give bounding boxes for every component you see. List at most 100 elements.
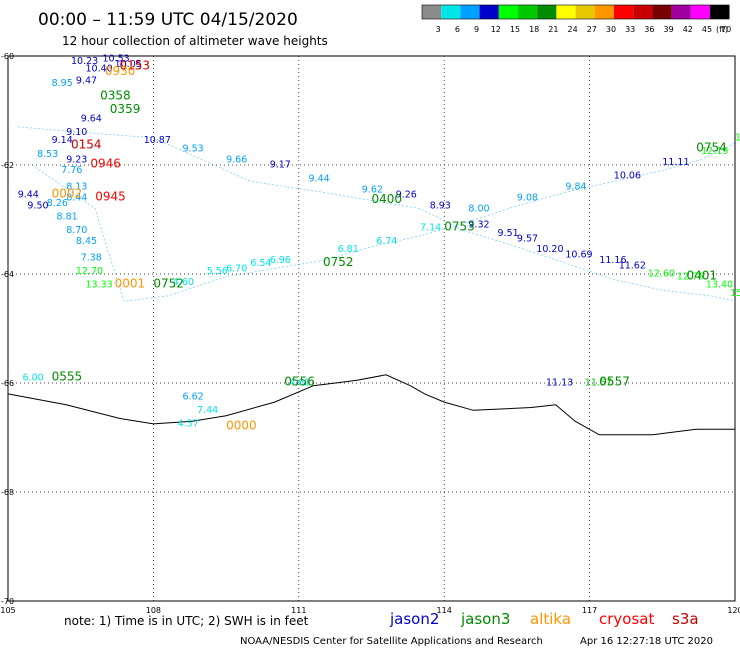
wave-height-value: 8.93 [430,201,451,212]
satellite-legend: jason2 jason3 altika cryosat s3a [389,610,699,628]
color-swatch [422,5,442,19]
wave-height-value: 11.62 [619,261,646,272]
longitude-tick-label: 108 [146,606,161,615]
legend-altika: altika [530,610,571,628]
wave-height-value: 6.62 [183,391,204,402]
pass-time-label: 0930 [105,64,136,78]
color-scale-label: 27 [587,25,597,34]
footer-note: note: 1) Time is in UTC; 2) SWH is in fe… [64,614,309,628]
track-far-west-pass: 9.449.50 8.44 [18,190,88,212]
pass-time-label: 0945 [95,189,126,203]
color-scale-unit: (ft) [716,25,728,34]
pass-time-label: 0557 [599,375,630,389]
latitude-tick-label: -62 [1,161,14,170]
longitude-tick-label: 120 [727,606,740,615]
pass-time-label: 0753 [444,219,475,233]
color-swatch [441,5,461,19]
color-swatch [633,5,653,19]
color-swatch [671,5,691,19]
wave-height-value: 12.21 [735,133,740,144]
longitude-tick-label: 117 [582,606,597,615]
color-scale: 3 6 9 12 15 18 21 24 27 30 33 36 39 42 45 70 [421,4,731,34]
wave-height-value: 9.26 [396,190,417,201]
footer-credit: NOAA/NESDIS Center for Satellite Applica… [240,636,543,647]
pass-time-label: 0401 [687,268,718,282]
color-swatch [518,5,538,19]
wave-height-value: 9.51 [498,228,519,239]
wave-height-value: 9.10 [66,127,87,138]
wave-height-value: 12.19 [701,146,728,157]
wave-height-value: 13.33 [86,280,113,291]
pass-time-label: 0359 [110,102,141,116]
wave-height-value: 12.60 [648,269,675,280]
color-swatch [498,5,518,19]
wave-height-value: 10.23 [71,56,98,67]
wave-height-value: 6.74 [376,236,397,247]
wave-height-value: 11.11 [662,157,689,168]
wave-height-value: 10.05 [115,59,142,70]
color-scale-label: 39 [664,25,674,34]
wave-height-value: 9.44 [18,190,39,201]
wave-height-value: 4.57 [178,419,199,430]
pass-time-label: 0002 [52,187,83,201]
wave-height-value: 7.38 [81,252,102,263]
color-swatch [575,5,595,19]
longitude-ticks: 105 108 111 114 117 120 [0,606,740,615]
wave-height-value: 6.54 [250,258,271,269]
wave-height-value: 7.76 [61,165,82,176]
wave-height-value: 10.87 [144,135,171,146]
longitude-tick-label: 111 [291,606,306,615]
color-swatch [594,5,614,19]
wave-height-value: 9.62 [362,184,383,195]
color-scale-label: 18 [529,25,539,34]
page-subtitle: 12 hour collection of altimeter wave hei… [62,34,328,48]
wave-height-value: 10.06 [614,171,641,182]
color-scale-label: 33 [625,25,635,34]
wave-height-value: 10.53 [103,54,130,65]
pass-time-label: 0946 [90,157,121,171]
wave-height-value: 9.84 [565,182,586,193]
map-frame [7,55,736,602]
latitude-tick-label: -68 [1,488,14,497]
wave-height-value: 11.13 [546,378,573,389]
antarctic-coastline [7,374,735,436]
wave-height-value: 7.14 [420,222,441,233]
wave-height-value: 13.40 [706,280,733,291]
latitude-tick-label: -70 [1,597,14,606]
wave-height-value: 10.40 [86,63,113,74]
wave-height-value: 6.81 [338,244,359,255]
wave-height-value: 9.32 [468,220,489,231]
wave-height-value: 6.96 [270,255,291,266]
color-scale-label: 24 [568,25,578,34]
latitude-ticks: -60 -62 -64 -66 -68 -70 [1,52,14,606]
wave-height-value: 9.53 [183,143,204,154]
color-scale-label: 3 [436,25,441,34]
wave-height-value: 6.00 [23,372,44,383]
color-scale-label: 12 [491,25,501,34]
legend-jason2: jason2 [389,610,439,628]
longitude-tick-label: 105 [0,606,15,615]
wave-height-value: 9.57 [517,233,538,244]
wave-height-value: 8.70 [66,225,87,236]
color-swatch [479,5,499,19]
color-swatch [690,5,710,19]
wave-height-value: 6.70 [226,263,247,274]
color-scale-label: 15 [510,25,520,34]
wave-height-value: 9.08 [517,192,538,203]
legend-s3a: s3a [672,610,699,628]
pass-time-label: 0154 [71,138,102,152]
track-coastal-pass: 6.00 6.62 7.44 4.57 4.61 11.13 11.57 [23,372,613,429]
wave-height-value: 9.64 [81,113,102,124]
wave-height-value: 12.75 [677,271,704,282]
pass-time-label: 0555 [52,369,83,383]
wave-height-value: 8.53 [37,149,58,160]
color-scale-label: 70 [721,25,731,34]
pass-time-label: 0001 [115,277,146,291]
wave-height-value: 8.95 [52,78,73,89]
wave-height-value: 8.44 [66,192,87,203]
wave-height-value: 9.17 [270,160,291,171]
page-title: 00:00 – 11:59 UTC 04/15/2020 [38,10,298,30]
color-scale-label: 30 [606,25,616,34]
